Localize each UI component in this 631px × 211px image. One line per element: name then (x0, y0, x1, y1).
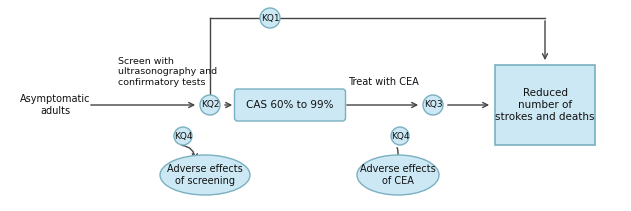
Text: Treat with CEA: Treat with CEA (348, 77, 418, 87)
Text: KQ3: KQ3 (423, 100, 442, 110)
FancyBboxPatch shape (235, 89, 346, 121)
Text: Adverse effects
of screening: Adverse effects of screening (167, 164, 243, 186)
Circle shape (260, 8, 280, 28)
FancyBboxPatch shape (495, 65, 595, 145)
Text: KQ4: KQ4 (391, 131, 410, 141)
Ellipse shape (357, 155, 439, 195)
Text: Reduced
number of
strokes and deaths: Reduced number of strokes and deaths (495, 88, 595, 122)
Text: Screen with
ultrasonography and
confirmatory tests: Screen with ultrasonography and confirma… (118, 57, 217, 87)
Text: Adverse effects
of CEA: Adverse effects of CEA (360, 164, 436, 186)
Text: CAS 60% to 99%: CAS 60% to 99% (246, 100, 334, 110)
Ellipse shape (160, 155, 250, 195)
Circle shape (391, 127, 409, 145)
Circle shape (423, 95, 443, 115)
Text: Asymptomatic
adults: Asymptomatic adults (20, 94, 90, 116)
Text: KQ1: KQ1 (261, 14, 280, 23)
Circle shape (174, 127, 192, 145)
Circle shape (200, 95, 220, 115)
Text: KQ2: KQ2 (201, 100, 219, 110)
Text: KQ4: KQ4 (174, 131, 192, 141)
